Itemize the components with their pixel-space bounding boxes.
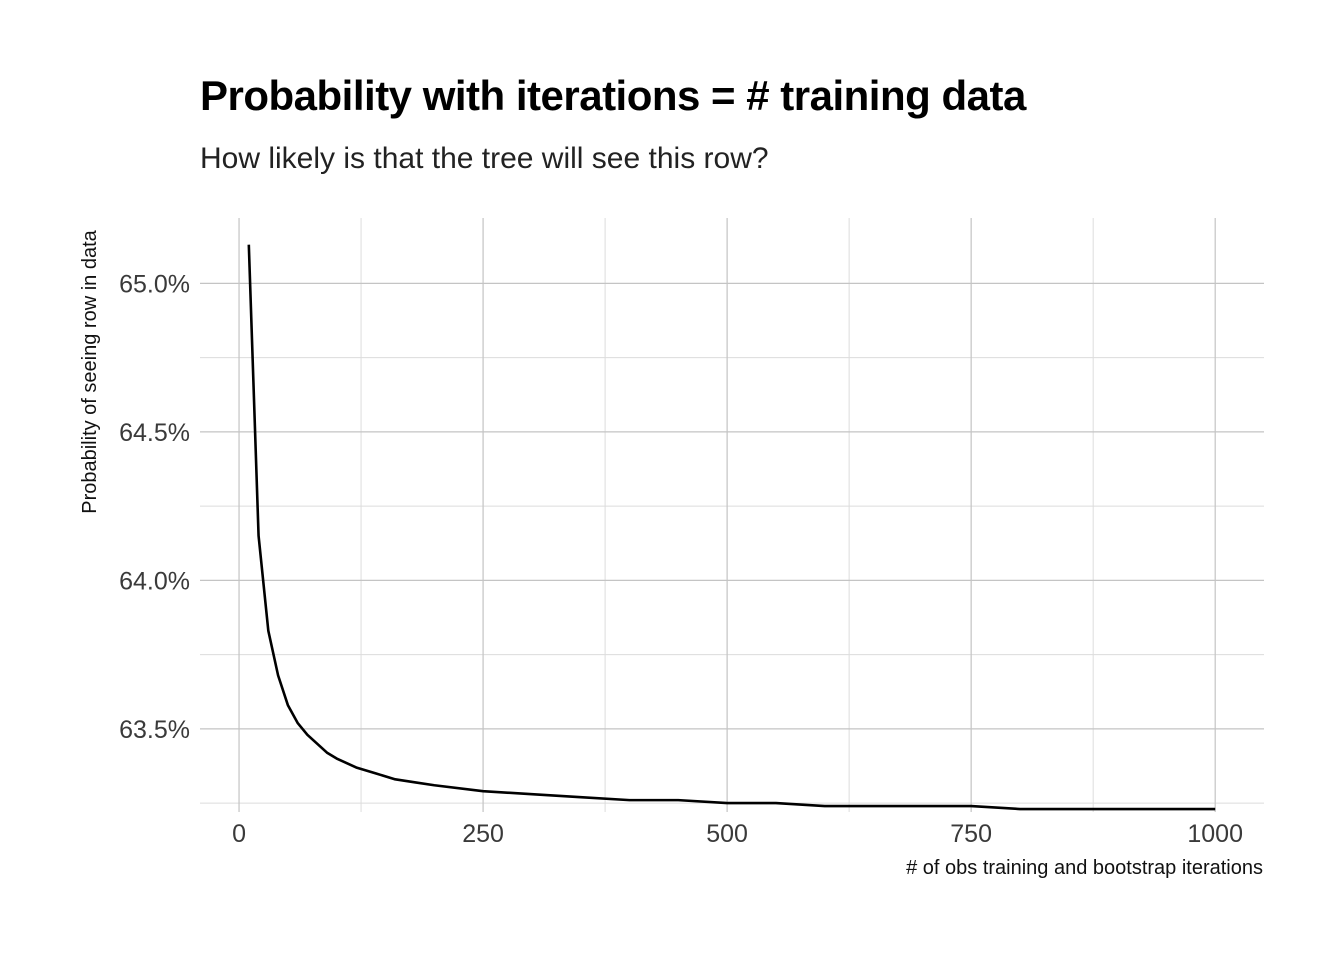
chart-subtitle: How likely is that the tree will see thi… — [200, 142, 769, 175]
x-tick-label: 500 — [706, 820, 748, 848]
y-axis-title: Probability of seeing row in data — [79, 229, 101, 513]
x-axis-ticks: 0 250 500 750 1000 — [232, 820, 1243, 848]
x-tick-label: 750 — [950, 820, 992, 848]
y-tick-label: 64.0% — [119, 567, 190, 595]
x-axis-title: # of obs training and bootstrap iteratio… — [906, 857, 1263, 879]
minor-gridlines — [200, 218, 1264, 812]
x-tick-label: 0 — [232, 820, 246, 848]
y-tick-label: 65.0% — [119, 270, 190, 298]
series-layer — [247, 244, 1216, 811]
chart-title: Probability with iterations = # training… — [200, 72, 1026, 119]
y-tick-label: 64.5% — [119, 419, 190, 447]
y-axis-ticks: 63.5% 64.0% 64.5% 65.0% — [119, 270, 190, 744]
series-line — [247, 244, 1216, 811]
x-tick-label: 1000 — [1187, 820, 1243, 848]
y-tick-label: 63.5% — [119, 716, 190, 744]
x-tick-label: 250 — [462, 820, 504, 848]
major-gridlines — [200, 218, 1264, 812]
